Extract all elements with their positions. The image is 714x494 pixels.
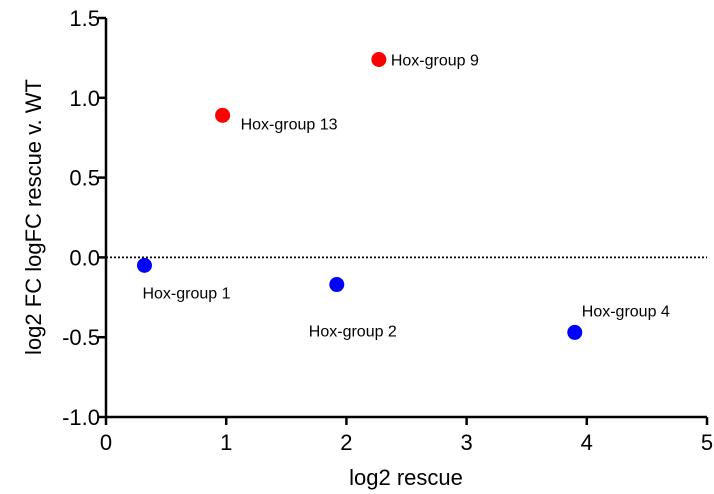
data-point-label: Hox-group 1 xyxy=(142,285,230,302)
x-tick-label: 5 xyxy=(701,430,713,455)
data-point-label: Hox-group 4 xyxy=(582,303,670,320)
y-tick-label: -1.0 xyxy=(62,405,100,430)
x-tick-label: 2 xyxy=(340,430,352,455)
data-point xyxy=(567,324,583,340)
data-point xyxy=(329,277,345,293)
x-tick-label: 0 xyxy=(100,430,112,455)
y-tick-label: 0.0 xyxy=(69,245,100,270)
x-tick-label: 4 xyxy=(581,430,593,455)
point-labels: Hox-group 1 Hox-group 2 Hox-group 4 Hox-gro… xyxy=(142,52,669,340)
data-points xyxy=(136,51,583,340)
x-tick-label: 3 xyxy=(460,430,472,455)
axis-ticks: 0 1 2 3 4 5 -1.0 -0.5 0.0 0.5 1.0 1.5 xyxy=(62,6,713,455)
data-point xyxy=(371,51,387,67)
axes xyxy=(104,18,707,419)
y-tick-label: 1.0 xyxy=(69,86,100,111)
data-point xyxy=(136,257,152,273)
data-point-label: Hox-group 2 xyxy=(309,324,397,341)
data-point-label: Hox-group 13 xyxy=(241,116,338,133)
x-tick-label: 1 xyxy=(220,430,232,455)
y-tick-label: -0.5 xyxy=(62,325,100,350)
y-tick-label: 1.5 xyxy=(69,6,100,31)
x-axis-title: log2 rescue xyxy=(349,465,463,490)
data-point-label: Hox-group 9 xyxy=(391,52,479,69)
y-axis-title: log2 FC logFC rescue v. WT xyxy=(21,79,46,355)
data-point xyxy=(215,107,231,123)
y-tick-label: 0.5 xyxy=(69,166,100,191)
